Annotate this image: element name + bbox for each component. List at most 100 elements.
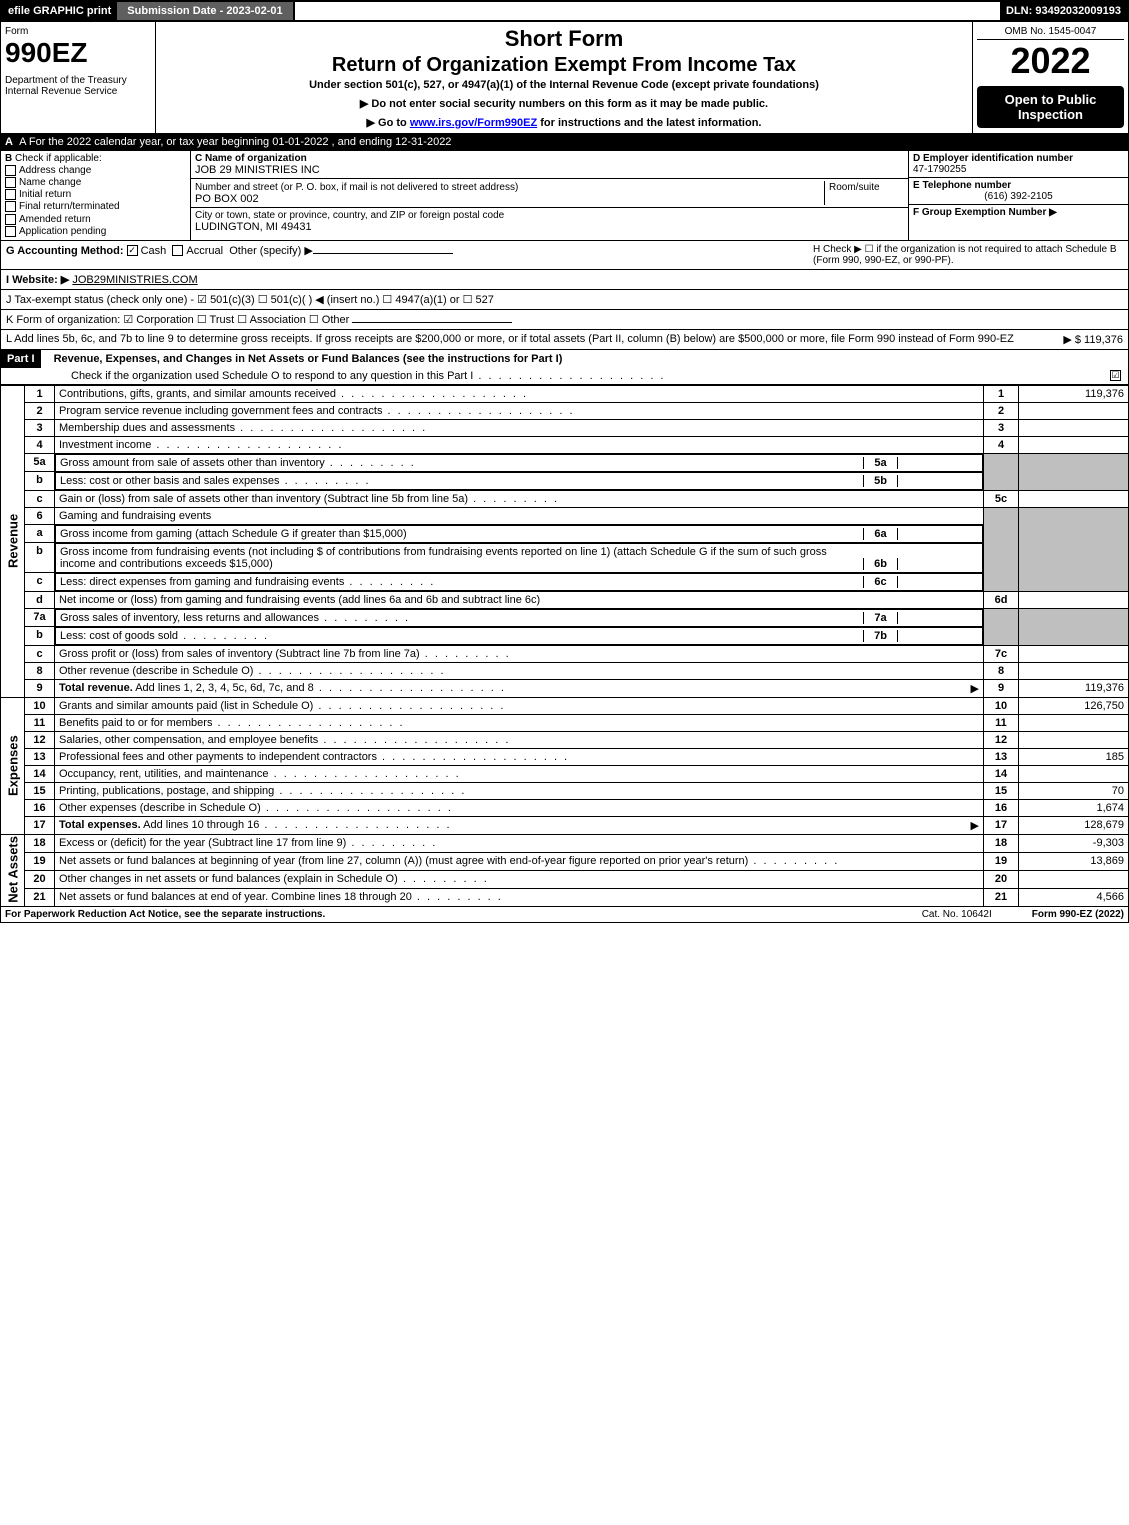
note-goto: ▶ Go to www.irs.gov/Form990EZ for instru… xyxy=(160,116,968,129)
section-revenue: Revenue xyxy=(1,385,25,697)
col-c: C Name of organization JOB 29 MINISTRIES… xyxy=(191,151,908,240)
b-opt-pending[interactable]: Application pending xyxy=(5,226,186,237)
c-room-lbl: Room/suite xyxy=(829,182,880,193)
part1-title: Revenue, Expenses, and Changes in Net As… xyxy=(44,353,563,365)
line-5a-desc: Gross amount from sale of assets other t… xyxy=(60,457,863,469)
efile-label[interactable]: efile GRAPHIC print xyxy=(2,2,117,20)
form-word: Form xyxy=(5,26,151,37)
f-grp-row: F Group Exemption Number ▶ xyxy=(909,205,1128,220)
line-6-desc: Gaming and fundraising events xyxy=(55,507,984,524)
row-a: A A For the 2022 calendar year, or tax y… xyxy=(0,134,1129,151)
line-7a-desc: Gross sales of inventory, less returns a… xyxy=(60,612,863,624)
line-12-desc: Salaries, other compensation, and employ… xyxy=(59,734,510,746)
h-block: H Check ▶ ☐ if the organization is not r… xyxy=(813,244,1123,266)
header-right: OMB No. 1545-0047 2022 Open to Public In… xyxy=(973,22,1128,133)
line-19-desc: Net assets or fund balances at beginning… xyxy=(59,855,748,867)
b-txt: Check if applicable: xyxy=(15,153,102,164)
line-7b-desc: Less: cost of goods sold xyxy=(60,630,863,642)
header-left: Form 990EZ Department of the Treasury In… xyxy=(1,22,156,133)
line-15-desc: Printing, publications, postage, and shi… xyxy=(59,785,466,797)
part1-row: Part I Revenue, Expenses, and Changes in… xyxy=(0,350,1129,385)
note-ssn: ▶ Do not enter social security numbers o… xyxy=(160,97,968,110)
line-5c-desc: Gain or (loss) from sale of assets other… xyxy=(59,493,559,505)
arrow-icon-2: ▶ xyxy=(971,819,979,832)
row-a-text: A For the 2022 calendar year, or tax yea… xyxy=(19,136,451,148)
footer-notice: For Paperwork Reduction Act Notice, see … xyxy=(5,909,882,920)
b-opt-final[interactable]: Final return/terminated xyxy=(5,201,186,212)
c-name-lbl: C Name of organization xyxy=(195,153,904,164)
department: Department of the Treasury Internal Reve… xyxy=(5,75,151,97)
c-addr: PO BOX 002 xyxy=(195,193,824,205)
b-opt-amended[interactable]: Amended return xyxy=(5,214,186,225)
row-gh: G Accounting Method: ✓Cash Accrual Other… xyxy=(0,241,1129,270)
row-i: I Website: ▶ JOB29MINISTRIES.COM xyxy=(0,270,1129,290)
line-8-desc: Other revenue (describe in Schedule O) xyxy=(59,665,446,677)
form-header: Form 990EZ Department of the Treasury In… xyxy=(0,22,1129,134)
footer: For Paperwork Reduction Act Notice, see … xyxy=(0,907,1129,923)
d-ein-lbl: D Employer identification number xyxy=(913,153,1124,164)
b-opt-initial[interactable]: Initial return xyxy=(5,189,186,200)
l-amt: ▶ $ 119,376 xyxy=(1053,333,1123,346)
line-16-desc: Other expenses (describe in Schedule O) xyxy=(59,802,453,814)
b-opt-address[interactable]: Address change xyxy=(5,165,186,176)
header-mid: Short Form Return of Organization Exempt… xyxy=(156,22,973,133)
c-city-lbl: City or town, state or province, country… xyxy=(195,210,904,221)
j-text: J Tax-exempt status (check only one) - ☑… xyxy=(6,294,494,306)
e-tel: (616) 392-2105 xyxy=(913,191,1124,202)
line-1-desc: Contributions, gifts, grants, and simila… xyxy=(59,388,528,400)
dln: DLN: 93492032009193 xyxy=(1000,2,1127,20)
col-def: D Employer identification number 47-1790… xyxy=(908,151,1128,240)
line-6b-desc: Gross income from fundraising events (no… xyxy=(60,546,863,570)
e-tel-row: E Telephone number (616) 392-2105 xyxy=(909,178,1128,205)
g-lbl: G Accounting Method: xyxy=(6,245,124,257)
g-accrual-chk[interactable] xyxy=(172,245,183,256)
note-goto-post: for instructions and the latest informat… xyxy=(537,117,761,129)
b-hdr: B xyxy=(5,153,12,164)
l-text: L Add lines 5b, 6c, and 7b to line 9 to … xyxy=(6,333,1053,346)
form-title: Return of Organization Exempt From Incom… xyxy=(160,54,968,77)
line-11-desc: Benefits paid to or for members xyxy=(59,717,405,729)
line-9-bold: Total revenue. xyxy=(59,682,133,694)
line-3-desc: Membership dues and assessments xyxy=(59,422,427,434)
lines-table: Revenue 1Contributions, gifts, grants, a… xyxy=(0,385,1129,907)
c-addr-row: Number and street (or P. O. box, if mail… xyxy=(191,179,908,208)
irs-link[interactable]: www.irs.gov/Form990EZ xyxy=(410,117,537,129)
part1-chk[interactable]: ☑ xyxy=(1110,370,1121,381)
k-text: K Form of organization: ☑ Corporation ☐ … xyxy=(6,314,349,326)
footer-formno: Form 990-EZ (2022) xyxy=(1032,909,1124,920)
g-block: G Accounting Method: ✓Cash Accrual Other… xyxy=(6,244,813,266)
part1-sub: Check if the organization used Schedule … xyxy=(71,370,1110,382)
submission-date: Submission Date - 2023-02-01 xyxy=(117,2,294,20)
c-city-row: City or town, state or province, country… xyxy=(191,208,908,235)
line-2-desc: Program service revenue including govern… xyxy=(59,405,575,417)
c-name: JOB 29 MINISTRIES INC xyxy=(195,164,904,176)
row-k: K Form of organization: ☑ Corporation ☐ … xyxy=(0,310,1129,330)
i-website[interactable]: JOB29MINISTRIES.COM xyxy=(72,274,197,286)
line-18-desc: Excess or (deficit) for the year (Subtra… xyxy=(59,837,437,849)
section-expenses: Expenses xyxy=(1,697,25,834)
line-6d-desc: Net income or (loss) from gaming and fun… xyxy=(55,591,984,608)
note-goto-pre: ▶ Go to xyxy=(367,117,410,129)
f-grp-lbl: F Group Exemption Number ▶ xyxy=(913,207,1057,218)
line-7c-desc: Gross profit or (loss) from sales of inv… xyxy=(59,648,511,660)
d-ein-row: D Employer identification number 47-1790… xyxy=(909,151,1128,178)
e-tel-lbl: E Telephone number xyxy=(913,180,1124,191)
tax-year: 2022 xyxy=(977,40,1124,82)
arrow-icon: ▶ xyxy=(971,682,979,695)
footer-catno: Cat. No. 10642I xyxy=(882,909,1032,920)
line-10-desc: Grants and similar amounts paid (list in… xyxy=(59,700,505,712)
b-opt-name[interactable]: Name change xyxy=(5,177,186,188)
line-1-val: 119,376 xyxy=(1019,385,1129,402)
omb-number: OMB No. 1545-0047 xyxy=(977,26,1124,40)
col-b: B Check if applicable: Address change Na… xyxy=(1,151,191,240)
line-14-desc: Occupancy, rent, utilities, and maintena… xyxy=(59,768,461,780)
line-20-desc: Other changes in net assets or fund bala… xyxy=(59,873,489,885)
g-cash-chk[interactable]: ✓ xyxy=(127,245,138,256)
line-4-desc: Investment income xyxy=(59,439,343,451)
section-bcd: B Check if applicable: Address change Na… xyxy=(0,151,1129,241)
row-l: L Add lines 5b, 6c, and 7b to line 9 to … xyxy=(0,330,1129,350)
open-to-public: Open to Public Inspection xyxy=(977,86,1124,128)
c-name-row: C Name of organization JOB 29 MINISTRIES… xyxy=(191,151,908,179)
line-6a-desc: Gross income from gaming (attach Schedul… xyxy=(60,528,863,540)
line-6c-desc: Less: direct expenses from gaming and fu… xyxy=(60,576,863,588)
